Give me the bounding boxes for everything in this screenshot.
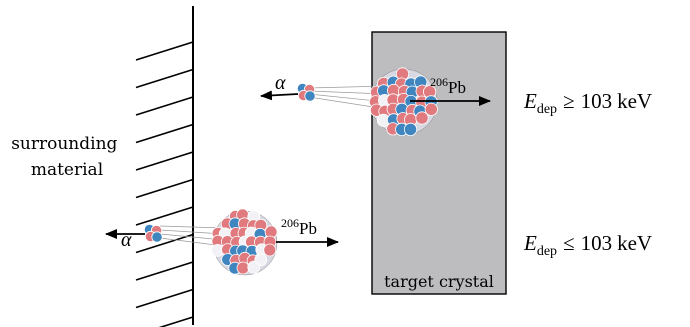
lower-energy-value: 103 bbox=[581, 231, 613, 255]
lower-alpha-particle bbox=[143, 223, 163, 243]
lower-recoil-mass: 206 bbox=[281, 216, 299, 230]
hatch-mark bbox=[135, 206, 194, 226]
lower-energy-unit: keV bbox=[617, 231, 652, 255]
target-crystal-label: target crystal bbox=[384, 272, 494, 291]
lower-recoil-symbol: Pb bbox=[299, 219, 317, 238]
upper-energy-unit: keV bbox=[617, 89, 652, 113]
lower-energy-E: E bbox=[523, 231, 537, 255]
upper-energy-label: Edep ≥103 keV bbox=[523, 89, 652, 117]
surrounding-material-wall bbox=[135, 6, 194, 327]
upper-alpha-arrow bbox=[260, 90, 299, 101]
lower-energy-sub: dep bbox=[537, 244, 557, 259]
upper-pb-nucleus bbox=[368, 67, 438, 136]
upper-alpha-symbol: α bbox=[275, 72, 286, 94]
lower-recoil-label: 206Pb bbox=[281, 216, 317, 238]
hatch-mark bbox=[135, 178, 194, 199]
upper-energy-relation: ≥ bbox=[563, 89, 575, 113]
hatch-mark bbox=[135, 96, 194, 116]
hatch-mark bbox=[158, 316, 194, 327]
hatch-mark bbox=[135, 41, 194, 61]
upper-recoil-symbol: Pb bbox=[448, 78, 466, 97]
lower-decay-event: α 206Pb bbox=[105, 208, 339, 276]
wall-label-line1: surrounding bbox=[11, 134, 117, 154]
hatch-mark bbox=[135, 68, 194, 89]
hatch-mark bbox=[135, 261, 194, 281]
upper-energy-sub: dep bbox=[537, 102, 557, 117]
surrounding-material-label: surrounding material bbox=[11, 134, 123, 180]
hatch-mark bbox=[135, 151, 194, 171]
lower-alpha-symbol: α bbox=[121, 229, 132, 251]
hatch-mark bbox=[135, 123, 194, 144]
upper-recoil-label: 206Pb bbox=[430, 75, 466, 97]
wall-hatching bbox=[135, 41, 194, 327]
lower-pb-nucleus bbox=[211, 208, 278, 276]
upper-energy-E: E bbox=[523, 89, 537, 113]
hatch-mark bbox=[135, 233, 194, 254]
lower-energy-relation: ≤ bbox=[563, 231, 575, 255]
hatch-mark bbox=[135, 288, 194, 309]
wall-label-line2: material bbox=[31, 160, 103, 180]
upper-energy-value: 103 bbox=[581, 89, 613, 113]
upper-alpha-particle bbox=[296, 82, 316, 102]
upper-decay-event: α 206Pb bbox=[260, 67, 491, 136]
upper-recoil-mass: 206 bbox=[430, 75, 448, 89]
lower-energy-label: Edep ≤103 keV bbox=[523, 231, 652, 259]
